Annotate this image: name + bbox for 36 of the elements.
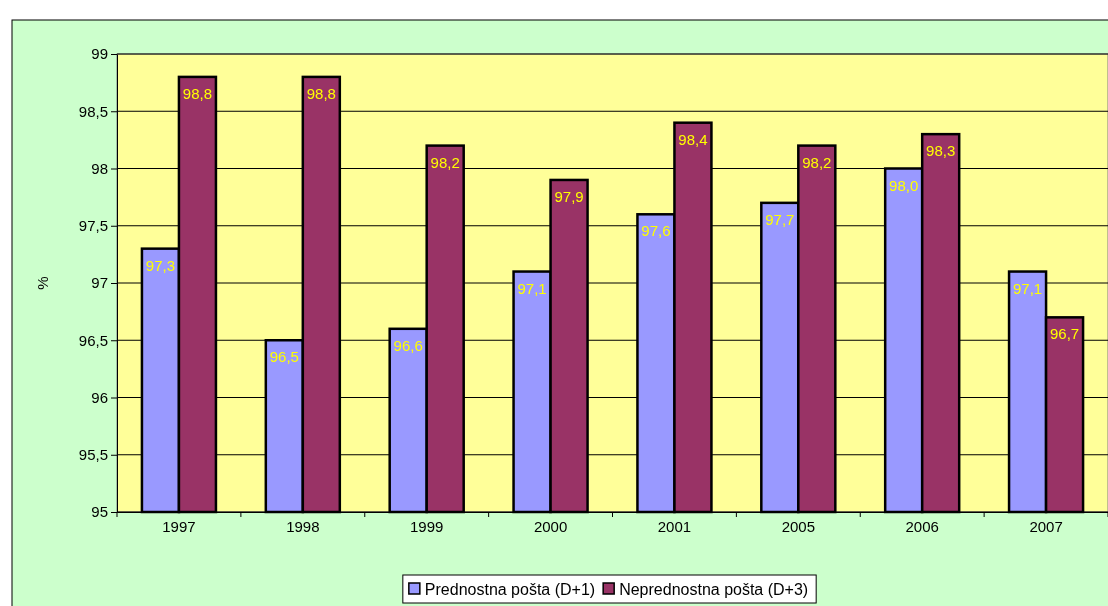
data-label: 97,1 [1012,279,1043,297]
y-tick-label: 95,5 [78,446,108,464]
x-tick-label: 2006 [905,517,939,535]
y-tick-label: 97,5 [78,217,108,235]
y-tick-label: 98,5 [78,102,108,120]
data-label: 97,3 [145,256,176,274]
y-tick-label: 96 [91,388,108,406]
y-tick-label: 99 [91,45,108,63]
data-label: 98,3 [926,142,956,160]
data-label: 97,7 [765,210,795,228]
x-tick-label: 1998 [286,517,320,535]
data-label: 98,2 [802,153,832,171]
x-tick-label: 2007 [1029,517,1063,535]
legend-label: Neprednostna pošta (D+3) [619,580,809,598]
data-label: 96,7 [1049,325,1080,343]
y-tick-label: 98 [91,159,108,177]
x-tick-label: 2000 [533,517,568,535]
data-label: 98,0 [889,176,919,194]
y-tick-label: 95 [91,503,108,521]
x-tick-label: 2005 [781,517,815,535]
data-label: 98,8 [182,84,213,102]
data-label: 98,4 [678,130,708,148]
data-label: 97,6 [641,222,671,240]
y-tick-label: 97 [91,274,108,292]
data-label: 96,5 [269,348,299,366]
data-label: 98,2 [430,153,460,171]
legend-label: Prednostna pošta (D+1) [424,580,596,598]
x-tick-label: 1999 [410,517,444,535]
data-label: 97,9 [554,187,584,205]
data-label: 97,1 [517,279,547,297]
y-axis-title: % [34,276,51,290]
data-label: 98,8 [306,84,336,102]
data-label: 96,6 [393,336,423,354]
y-tick-label: 96,5 [78,331,108,349]
x-tick-label: 1997 [162,517,196,535]
x-tick-label: 2001 [657,517,692,535]
